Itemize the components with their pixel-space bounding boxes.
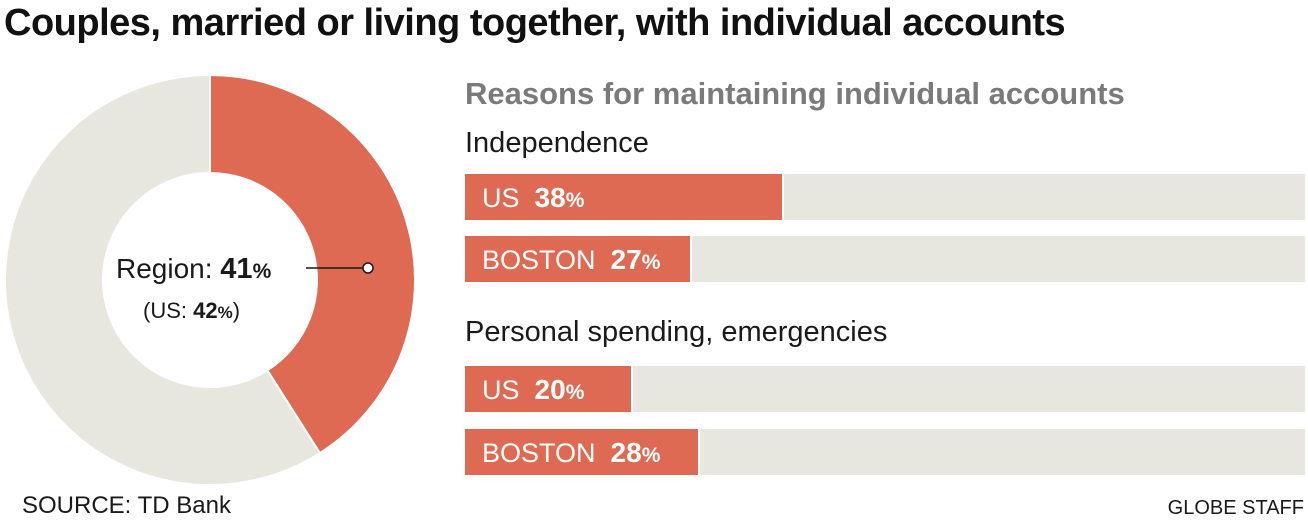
- donut-callout-sub: (US: 42%): [143, 298, 240, 324]
- bar-fill: [465, 174, 785, 220]
- donut-sub-unit: %: [217, 303, 233, 322]
- callout-dot: [362, 262, 374, 274]
- donut-callout-value: 41: [220, 253, 253, 285]
- bar-fill: [465, 236, 692, 282]
- bar-unit: %: [641, 444, 661, 467]
- bar-data-label: US 20%: [482, 366, 584, 412]
- bar-value: 38: [534, 182, 566, 213]
- bar-data-label: BOSTON 27%: [482, 236, 660, 282]
- bar-data-label: BOSTON 28%: [482, 429, 660, 475]
- bar-independence-us: US 38%: [465, 174, 1305, 220]
- donut-sub-suffix: ): [232, 298, 241, 323]
- bar-fill: [465, 429, 701, 475]
- page-title: Couples, married or living together, wit…: [4, 2, 1066, 44]
- bar-unit: %: [641, 251, 661, 274]
- group-label-personal-spending: Personal spending, emergencies: [465, 316, 888, 348]
- donut-slice-region: [209, 73, 416, 455]
- group-label-independence: Independence: [465, 127, 649, 159]
- donut-slice-rest: [4, 73, 322, 486]
- bar-label: BOSTON: [482, 438, 596, 468]
- bar-label: BOSTON: [482, 245, 596, 275]
- bar-label: US: [482, 183, 520, 213]
- source-note: SOURCE: TD Bank: [22, 492, 231, 519]
- bar-unit: %: [565, 189, 585, 212]
- donut-callout-unit: %: [252, 260, 272, 283]
- donut-chart: [0, 70, 420, 490]
- bar-unit: %: [565, 381, 585, 404]
- bar-value: 28: [610, 437, 642, 468]
- bar-personal-us: US 20%: [465, 366, 1305, 412]
- bar-personal-boston: BOSTON 28%: [465, 429, 1305, 475]
- bar-data-label: US 38%: [482, 174, 584, 220]
- bar-label: US: [482, 375, 520, 405]
- bar-independence-boston: BOSTON 27%: [465, 236, 1305, 282]
- bar-fill: [465, 366, 633, 412]
- bar-value: 20: [534, 374, 566, 405]
- bar-value: 27: [610, 244, 642, 275]
- donut-callout-label: Region:: [116, 253, 213, 284]
- donut-callout-main: Region: 41%: [116, 253, 271, 286]
- donut-sub-prefix: (US:: [143, 298, 194, 323]
- donut-sub-value: 42: [193, 298, 218, 323]
- reasons-title: Reasons for maintaining individual accou…: [465, 76, 1125, 111]
- donut-svg: [4, 73, 416, 486]
- credit-note: GLOBE STAFF: [1167, 497, 1304, 519]
